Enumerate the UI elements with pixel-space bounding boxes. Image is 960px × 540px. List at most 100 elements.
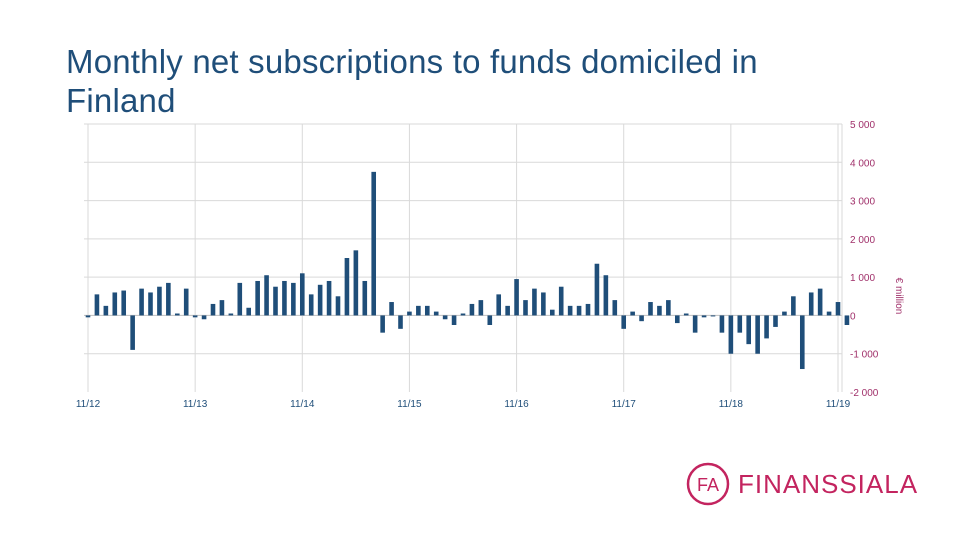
bar	[433, 311, 439, 316]
bar	[183, 288, 189, 316]
bar	[612, 300, 618, 316]
bar	[737, 315, 743, 333]
bar	[505, 305, 510, 316]
bar	[692, 315, 698, 333]
bar	[451, 315, 457, 325]
bar	[817, 288, 823, 316]
chart-title: Monthly net subscriptions to funds domic…	[66, 43, 758, 119]
bar	[398, 315, 403, 329]
bar	[719, 315, 725, 333]
bar	[326, 280, 332, 316]
bar	[282, 280, 287, 316]
bar	[683, 313, 689, 316]
bar	[585, 303, 591, 316]
svg-text:FA: FA	[697, 475, 719, 495]
bar	[389, 302, 394, 316]
gridlines	[84, 123, 843, 392]
bar	[567, 305, 573, 316]
x-axis-ticks: 11/12 11/13 11/14 11/15 11/16 11/17 11/18 11/19	[76, 399, 851, 410]
y-tick-label: 5 000	[850, 120, 875, 131]
bar	[201, 315, 207, 320]
bar	[755, 315, 760, 354]
bar	[826, 311, 832, 316]
bar	[148, 292, 153, 316]
bar	[237, 282, 243, 316]
bar	[478, 300, 484, 316]
bar	[558, 286, 564, 316]
bar	[621, 315, 627, 329]
bar	[728, 315, 734, 354]
bar	[380, 315, 385, 333]
y-axis-ticks: 5 000 4 000 3 000 2 000 1 000 0 -1 000 -2 000	[850, 120, 879, 399]
bar	[85, 315, 91, 318]
bar	[791, 296, 796, 316]
bar	[317, 284, 323, 316]
bar	[139, 288, 144, 316]
bar	[192, 315, 198, 318]
bar	[523, 300, 528, 316]
bar	[112, 292, 118, 316]
bar	[782, 311, 787, 316]
bar	[210, 303, 216, 316]
x-tick-label: 11/14	[290, 399, 315, 410]
bar	[174, 313, 180, 316]
bar	[514, 279, 519, 316]
bar	[648, 302, 653, 316]
bar	[344, 258, 350, 316]
bar	[594, 263, 600, 316]
bar	[94, 294, 100, 316]
bar	[407, 311, 412, 316]
bar	[219, 300, 225, 316]
x-tick-label: 11/16	[504, 399, 529, 410]
bar	[335, 296, 341, 316]
bar	[291, 282, 296, 316]
bar	[799, 315, 805, 370]
bar	[835, 302, 841, 316]
bar	[362, 280, 368, 316]
bar	[255, 280, 260, 316]
bar	[442, 315, 448, 320]
x-tick-label: 11/18	[719, 399, 744, 410]
y-axis-label: € million	[893, 278, 904, 315]
bar	[424, 305, 430, 316]
bar	[576, 305, 582, 316]
bar	[273, 286, 278, 316]
bar	[487, 315, 493, 325]
bar	[639, 315, 644, 322]
bar	[416, 305, 421, 316]
bar	[353, 250, 359, 316]
bar	[299, 273, 305, 316]
x-tick-label: 11/15	[397, 399, 422, 410]
bar	[469, 303, 475, 316]
bar	[532, 288, 537, 316]
bar	[630, 311, 635, 316]
y-tick-label: 2 000	[850, 235, 875, 246]
bar	[666, 300, 671, 316]
bar	[228, 313, 234, 316]
bar	[541, 292, 546, 316]
y-tick-label: -2 000	[850, 388, 879, 399]
x-tick-label: 11/12	[76, 399, 101, 410]
y-tick-label: 1 000	[850, 273, 875, 284]
bar	[157, 286, 162, 316]
bar	[460, 313, 466, 316]
bar	[773, 315, 778, 327]
y-tick-label: -1 000	[850, 350, 879, 361]
x-tick-label: 11/19	[826, 399, 851, 410]
bar	[710, 315, 716, 317]
x-tick-label: 11/13	[183, 399, 208, 410]
bar	[674, 315, 680, 324]
y-tick-label: 3 000	[850, 197, 875, 208]
fa-logo-icon: FA	[686, 462, 730, 506]
bar	[264, 275, 269, 316]
bars	[85, 171, 850, 370]
y-tick-label: 4 000	[850, 158, 875, 169]
bar	[808, 292, 814, 316]
bar	[166, 282, 171, 316]
bar	[308, 294, 314, 316]
bar	[246, 307, 252, 316]
bar	[130, 315, 135, 350]
finanssiala-logo: FA FINANSSIALA	[686, 460, 918, 508]
bar	[764, 315, 769, 339]
